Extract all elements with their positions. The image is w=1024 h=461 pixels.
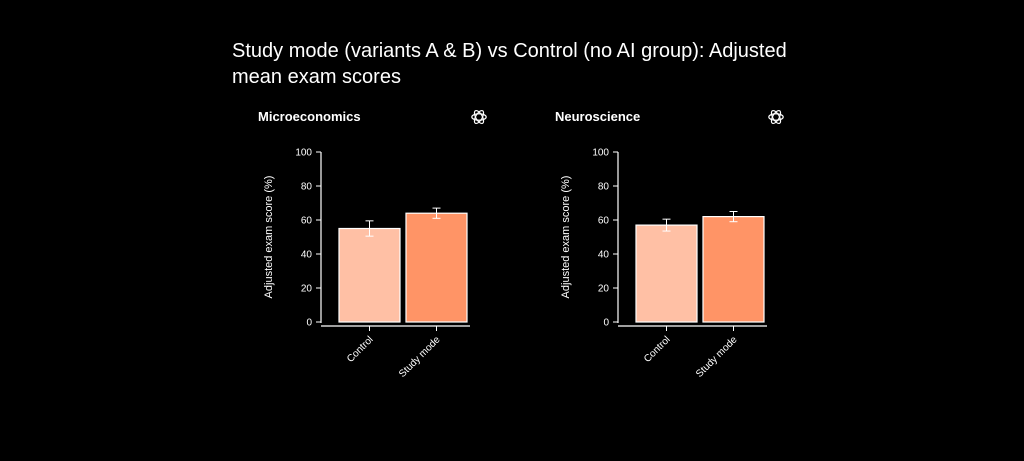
y-tick-label: 40: [301, 250, 313, 261]
bar-study-mode: [405, 212, 468, 323]
y-axis-title: Adjusted exam score (%): [560, 176, 572, 299]
bar-chart: 0 20 40 60 80 100 Adjusted exam score (%) Contr…: [263, 148, 470, 380]
y-tick-label: 0: [603, 318, 609, 329]
y-tick-label: 0: [306, 318, 312, 329]
plot-area: 0 20 40 60 80 100 Adjusted exam score (%) Contr…: [263, 148, 470, 380]
chart-title: Microeconomics: [258, 109, 361, 124]
x-tick-label: Study mode: [694, 334, 740, 380]
x-tick-label: Control: [642, 334, 673, 365]
y-tick-label: 100: [592, 148, 609, 159]
chart-title: Neuroscience: [555, 109, 641, 124]
y-tick-label: 80: [598, 182, 610, 193]
openai-logo-icon: [768, 109, 784, 125]
x-tick-label: Study mode: [397, 334, 443, 380]
openai-logo-icon: [471, 109, 487, 125]
chart-panel-neuroscience: Neuroscience 0 20 40 60 80 100 Adjusted exam s…: [555, 100, 855, 400]
y-tick-label: 40: [598, 250, 610, 261]
bar-control: [635, 224, 698, 323]
bar-control: [338, 227, 401, 323]
page-title: Study mode (variants A & B) vs Control (…: [232, 40, 787, 88]
y-tick-label: 80: [301, 182, 313, 193]
y-tick-label: 60: [301, 216, 313, 227]
y-tick-label: 60: [598, 216, 610, 227]
chart-panel-microeconomics: Microeconomics 0 20 40 60 80 100 Adjusted exam…: [258, 100, 558, 400]
y-axis-title: Adjusted exam score (%): [263, 176, 275, 299]
bar-chart: 0 20 40 60 80 100 Adjusted exam score (%) Contr…: [560, 148, 767, 380]
x-tick-label: Control: [345, 334, 376, 365]
y-tick-label: 20: [301, 284, 313, 295]
y-tick-label: 20: [598, 284, 610, 295]
y-tick-label: 100: [295, 148, 312, 159]
bar-study-mode: [702, 215, 765, 323]
plot-area: 0 20 40 60 80 100 Adjusted exam score (%) Contr…: [560, 148, 767, 380]
